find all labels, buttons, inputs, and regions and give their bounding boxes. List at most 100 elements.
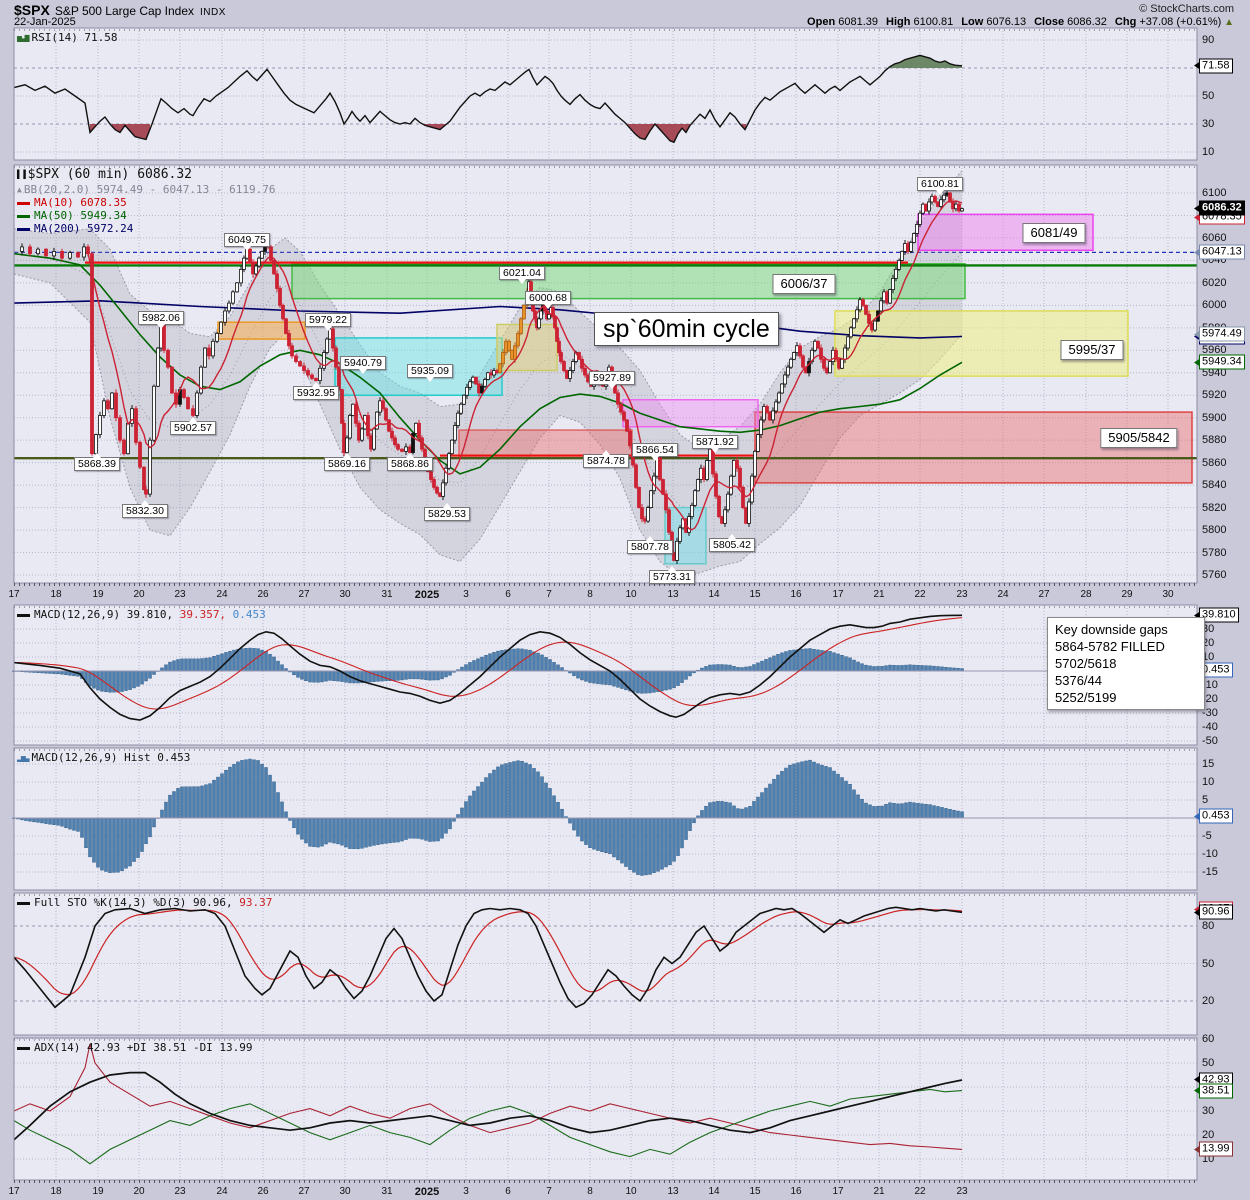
- x-axis-date-label: 22: [914, 589, 926, 600]
- y-axis-tick-label: 5880: [1202, 434, 1227, 447]
- annotation-pointer-icon: [141, 500, 149, 505]
- value-pointer-icon: [1194, 213, 1200, 222]
- y-axis-tick-label: 10: [1202, 775, 1215, 788]
- x-axis-date-label: 8: [587, 589, 593, 600]
- y-axis-tick-label: 50: [1202, 1057, 1215, 1069]
- legend-price-ma10: MA(10) 6078.35: [17, 196, 127, 209]
- value-pointer-icon: [1194, 61, 1200, 70]
- last-value-box: 90.96: [1194, 904, 1233, 920]
- price-annotation-label: 6100.81: [917, 177, 963, 195]
- x-axis-date-label: 15: [749, 1186, 761, 1197]
- x-axis-date-label: 22: [914, 1186, 926, 1197]
- x-axis-date-label: 23: [956, 1186, 968, 1197]
- annotation-pointer-icon: [157, 324, 165, 329]
- legend-text: RSI(14) 71.58: [31, 31, 118, 44]
- last-value-box: 71.58: [1194, 58, 1233, 74]
- legend-text: 0.453: [226, 608, 266, 621]
- legend-text: 93.37: [232, 896, 273, 909]
- y-axis-tick-label: 90: [1202, 33, 1215, 46]
- gaps-note-line: 5864-5782 FILLED: [1055, 639, 1165, 654]
- price-annotation-label: 5874.78: [583, 450, 629, 468]
- x-axis-date-label: 13: [667, 589, 679, 600]
- ohlc-label: Close: [1034, 16, 1065, 28]
- annotation-pointer-icon: [93, 453, 101, 458]
- y-axis-tick-label: 15: [1202, 757, 1215, 770]
- value-pointer-icon: [1194, 908, 1200, 917]
- price-annotation-label: 5902.57: [170, 417, 216, 435]
- last-value-box: 13.99: [1194, 1141, 1233, 1157]
- x-axis-date-label: 31: [381, 589, 393, 600]
- chart-date: 22-Jan-2025: [14, 16, 76, 28]
- y-axis-tick-label: 5: [1202, 793, 1209, 806]
- x-axis-date-label: 16: [790, 1186, 802, 1197]
- ohlc-label: Chg: [1114, 16, 1137, 28]
- annotation-pointer-icon: [324, 326, 332, 331]
- annotation-pointer-icon: [651, 456, 659, 461]
- line-swatch-icon: [17, 901, 30, 905]
- line-swatch-icon: [17, 227, 30, 231]
- price-annotation-label: 6021.04: [499, 266, 545, 284]
- x-axis-date-label: 28: [1080, 589, 1092, 600]
- y-axis-tick-label: -20: [1202, 692, 1218, 705]
- x-axis-date-label: 7: [546, 589, 552, 600]
- y-axis-tick-label: -30: [1202, 706, 1218, 719]
- legend-text: MA(10) 6078.35: [34, 196, 127, 209]
- x-axis-date-label: 6: [505, 1186, 511, 1197]
- legend-text: 39.357,: [173, 608, 227, 621]
- annotation-pointer-icon: [608, 384, 616, 389]
- copyright-label: © StockCharts.com: [1139, 3, 1234, 15]
- x-axis-date-label: 21: [873, 589, 885, 600]
- x-axis-date-label: 14: [708, 1186, 720, 1197]
- y-axis-tick-label: 5800: [1202, 524, 1227, 537]
- price-annotation-label: 5832.30: [122, 500, 168, 518]
- x-axis-date-label: 15: [749, 589, 761, 600]
- legend-price-main: ▌▐ $SPX (60 min) 6086.32: [17, 168, 192, 181]
- y-axis-tick-label: -50: [1202, 734, 1218, 747]
- value-pointer-icon: [1194, 330, 1200, 338]
- y-axis-tick-label: 5860: [1202, 456, 1227, 469]
- ohlc-label: Low: [961, 16, 984, 28]
- x-axis-date-label: 3: [463, 1186, 469, 1197]
- gap-zone-label: 6006/37: [772, 274, 836, 294]
- last-value-box: 38.51: [1194, 1083, 1233, 1099]
- x-axis-date-label: 19: [92, 1186, 104, 1197]
- price-annotation-label: 5869.16: [324, 453, 370, 471]
- ohlc-label: High: [886, 16, 911, 28]
- y-axis-tick-label: 20: [1202, 995, 1215, 1007]
- cycle-note-label: sp`60min cycle: [594, 312, 779, 346]
- y-axis-tick-label: -40: [1202, 720, 1218, 733]
- x-axis-date-label: 17: [832, 1186, 844, 1197]
- value-pointer-icon: [1194, 248, 1200, 257]
- y-axis-tick-label: 30: [1202, 118, 1215, 130]
- y-axis-tick-label: 60: [1202, 1033, 1215, 1045]
- legend-text: MA(50) 5949.34: [34, 209, 127, 222]
- x-axis-date-label: 6: [505, 589, 511, 600]
- gap-zone-label: 6081/49: [1022, 223, 1086, 243]
- key-downside-gaps-note: Key downside gaps 5864-5782 FILLED 5702/56…: [1047, 617, 1205, 710]
- line-swatch-icon: [17, 214, 30, 218]
- price-annotation-label: 5829.53: [424, 503, 470, 521]
- legend-text: ADX(14) 42.93 +DI 38.51 -DI 13.99: [34, 1041, 253, 1054]
- legend-price-bb: ▲ BB(20,2.0) 5974.49 - 6047.13 - 6119.76: [17, 183, 276, 196]
- gap-zone-label: 5905/5842: [1100, 428, 1178, 448]
- x-axis-date-label: 27: [298, 589, 310, 600]
- legend-text: MA(200) 5972.24: [34, 222, 134, 235]
- mini-indicator-icon: ▅▃▆: [17, 33, 29, 42]
- x-axis-date-label: 30: [339, 1186, 351, 1197]
- legend-text: BB(20,2.0) 5974.49 - 6047.13 - 6119.76: [23, 183, 276, 196]
- price-annotation-label: 5868.39: [74, 453, 120, 471]
- line-swatch-icon: [17, 613, 30, 617]
- candle-indicator-icon: ▌▐: [17, 170, 26, 179]
- y-axis-tick-label: 5760: [1202, 569, 1227, 582]
- price-annotation-label: 5940.79: [340, 356, 386, 374]
- y-axis-tick-label: 5900: [1202, 411, 1227, 424]
- annotation-pointer-icon: [728, 534, 736, 539]
- x-axis-date-label: 2025: [414, 589, 440, 601]
- ohlc-value: 6081.39: [835, 16, 878, 28]
- value-pointer-icon: [1194, 358, 1200, 367]
- ohlc-value: 6100.81: [910, 16, 954, 28]
- x-axis-date-label: 21: [873, 1186, 885, 1197]
- change-up-arrow-icon: ▲: [1221, 17, 1234, 28]
- y-axis-tick-label: 5920: [1202, 389, 1227, 402]
- price-annotation-label: 5868.86: [387, 453, 433, 471]
